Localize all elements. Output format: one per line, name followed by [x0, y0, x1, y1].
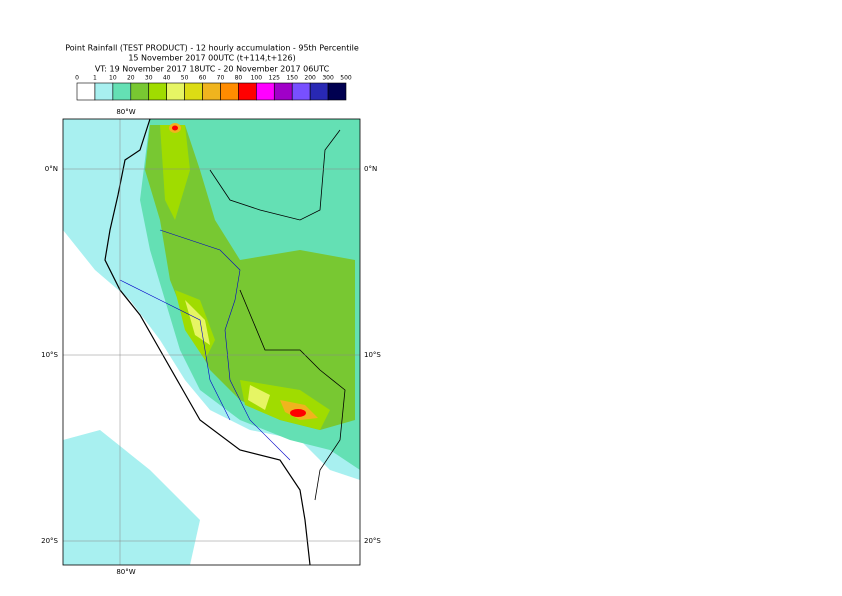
legend-label: 30: [145, 75, 153, 82]
legend: 0 1 10 20 30 40 50 60 70 80 100 125 150 200 300 500: [75, 75, 352, 101]
legend-swatch: [238, 82, 257, 101]
lat-label: 10°S: [41, 351, 58, 359]
legend-label: 1: [93, 75, 97, 82]
legend-label: 70: [217, 75, 225, 82]
legend-swatch: [256, 82, 275, 101]
lat-label: 0°N: [364, 165, 377, 173]
legend-swatch: [112, 82, 132, 101]
legend-label: 150: [286, 75, 298, 82]
legend-label: 80: [235, 75, 243, 82]
legend-swatch: [202, 82, 221, 101]
legend-label: 40: [163, 75, 171, 82]
legend-swatch: [76, 82, 96, 101]
legend-label: 20: [127, 75, 135, 82]
rain-field: [63, 119, 360, 565]
lat-label: 20°S: [41, 537, 58, 545]
lon-label: 80°W: [116, 568, 135, 576]
lat-label: 0°N: [45, 165, 58, 173]
legend-label: 10: [109, 75, 117, 82]
legend-swatch: [327, 82, 347, 101]
lat-label: 20°S: [364, 537, 381, 545]
legend-swatch: [94, 82, 114, 101]
legend-label: 200: [304, 75, 316, 82]
legend-label: 50: [181, 75, 189, 82]
map-frame: [62, 118, 361, 566]
legend-swatch: [273, 82, 293, 101]
legend-swatch: [220, 82, 239, 101]
legend-swatch: [148, 82, 167, 101]
legend-swatch: [166, 82, 185, 101]
legend-swatch: [130, 82, 150, 101]
lon-label: 80°W: [116, 108, 135, 116]
legend-label: 60: [199, 75, 207, 82]
legend-label: 0: [75, 75, 79, 82]
legend-swatch: [309, 82, 329, 101]
legend-label: 500: [340, 75, 352, 82]
legend-swatch: [184, 82, 203, 101]
legend-label: 125: [269, 75, 281, 82]
legend-label: 100: [251, 75, 263, 82]
legend-swatch: [291, 82, 311, 101]
title: 15 November 2017 00UTC (t+114,t+126): [128, 54, 295, 63]
title: VT: 19 November 2017 18UTC - 20 November…: [95, 65, 330, 74]
lat-label: 10°S: [364, 351, 381, 359]
legend-label: 300: [322, 75, 334, 82]
title: Point Rainfall (TEST PRODUCT) - 12 hourl…: [65, 44, 359, 53]
